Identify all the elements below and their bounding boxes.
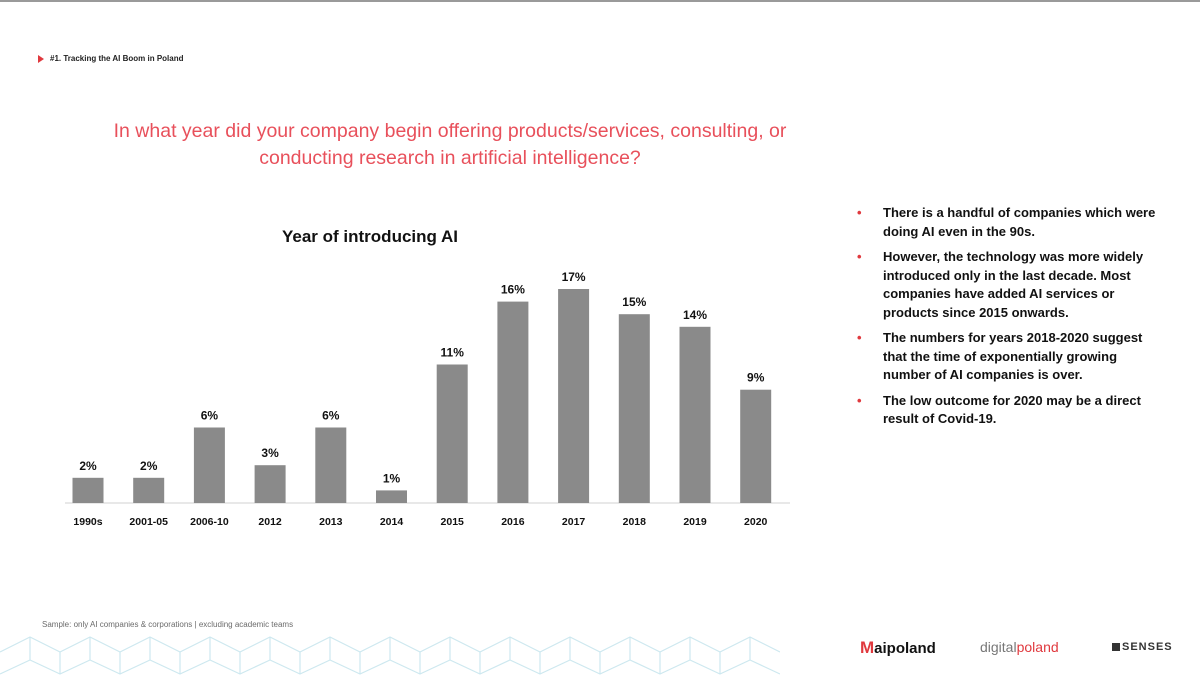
breadcrumb-label: #1. Tracking the AI Boom in Poland — [50, 54, 184, 63]
bar-chart: Year of introducing AI 2% 1990s 2% 2001-05 6… — [65, 227, 790, 528]
insight-item: • The numbers for years 2018-2020 suggest… — [855, 329, 1165, 385]
insight-item: • However, the technology was more widely… — [855, 248, 1165, 322]
logo-bar: M aipoland digitalpoland SENSES — [0, 636, 1200, 666]
data-label: 14% — [683, 308, 707, 322]
data-label: 16% — [501, 283, 525, 297]
insight-text: The low outcome for 2020 may be a direct… — [883, 392, 1141, 427]
survey-question: In what year did your company begin offe… — [113, 120, 787, 169]
bar-2012 — [254, 465, 286, 503]
category-label: 2012 — [258, 516, 282, 528]
bar-2014 — [376, 490, 407, 503]
bar-2001-05 — [133, 477, 165, 503]
category-label: 2018 — [623, 516, 647, 528]
bar-2006-10 — [193, 427, 225, 503]
aipoland-logo: M aipoland — [860, 638, 936, 658]
category-label: 2014 — [380, 516, 404, 528]
bullet-dot-icon: • — [857, 205, 862, 220]
data-label: 17% — [562, 270, 586, 284]
digitalpoland-logo-part1: digital — [980, 639, 1017, 655]
aipoland-logo-text: aipoland — [874, 639, 936, 657]
data-label: 6% — [201, 409, 219, 423]
bar-2013 — [315, 427, 347, 503]
play-triangle-icon — [38, 54, 44, 63]
bar-2017 — [558, 289, 590, 503]
bar-2015 — [436, 364, 468, 503]
senses-logo-text: SENSES — [1122, 641, 1173, 653]
category-label: 2015 — [441, 516, 465, 528]
bullet-dot-icon: • — [857, 330, 862, 345]
sample-note: Sample: only AI companies & corporations… — [42, 620, 294, 629]
aipoland-mark-icon: M — [860, 638, 874, 657]
data-label: 2% — [140, 459, 158, 473]
data-label: 11% — [441, 346, 465, 360]
bar-2019 — [679, 326, 711, 503]
insight-text: The numbers for years 2018-2020 suggest … — [883, 330, 1143, 382]
senses-square-icon — [1112, 643, 1120, 651]
bar-2018 — [618, 314, 650, 503]
insights-list: • There is a handful of companies which w… — [855, 204, 1165, 436]
hexagon-pattern-decoration — [0, 636, 780, 675]
category-label: 2019 — [683, 516, 707, 528]
senses-logo: SENSES — [1112, 641, 1173, 653]
digitalpoland-logo-part2: poland — [1016, 639, 1059, 655]
category-label: 2020 — [744, 516, 768, 528]
bullet-dot-icon: • — [857, 392, 862, 408]
top-rule — [0, 0, 1200, 2]
insight-text: However, the technology was more widely … — [883, 249, 1144, 320]
digitalpoland-logo: digitalpoland — [980, 639, 1059, 655]
data-label: 2% — [79, 459, 97, 473]
insight-item: • The low outcome for 2020 may be a direc… — [855, 392, 1165, 429]
category-label: 2006-10 — [190, 516, 229, 528]
category-label: 2016 — [501, 516, 525, 528]
insight-item: • There is a handful of companies which w… — [855, 204, 1165, 241]
category-label: 2013 — [319, 516, 343, 528]
data-label: 6% — [322, 409, 340, 423]
bullet-dot-icon: • — [857, 249, 862, 264]
data-label: 9% — [747, 371, 765, 385]
category-label: 1990s — [73, 516, 102, 528]
chart-title: Year of introducing AI — [282, 227, 458, 246]
category-label: 2017 — [562, 516, 586, 528]
data-label: 3% — [261, 446, 279, 460]
data-label: 15% — [622, 295, 646, 309]
data-label: 1% — [383, 471, 401, 485]
bar-1990s — [72, 477, 104, 503]
insight-text: There is a handful of companies which we… — [883, 205, 1156, 239]
category-label: 2001-05 — [129, 516, 168, 528]
breadcrumb: #1. Tracking the AI Boom in Poland — [38, 54, 184, 63]
bar-2016 — [497, 301, 529, 503]
bar-2020 — [740, 389, 772, 503]
